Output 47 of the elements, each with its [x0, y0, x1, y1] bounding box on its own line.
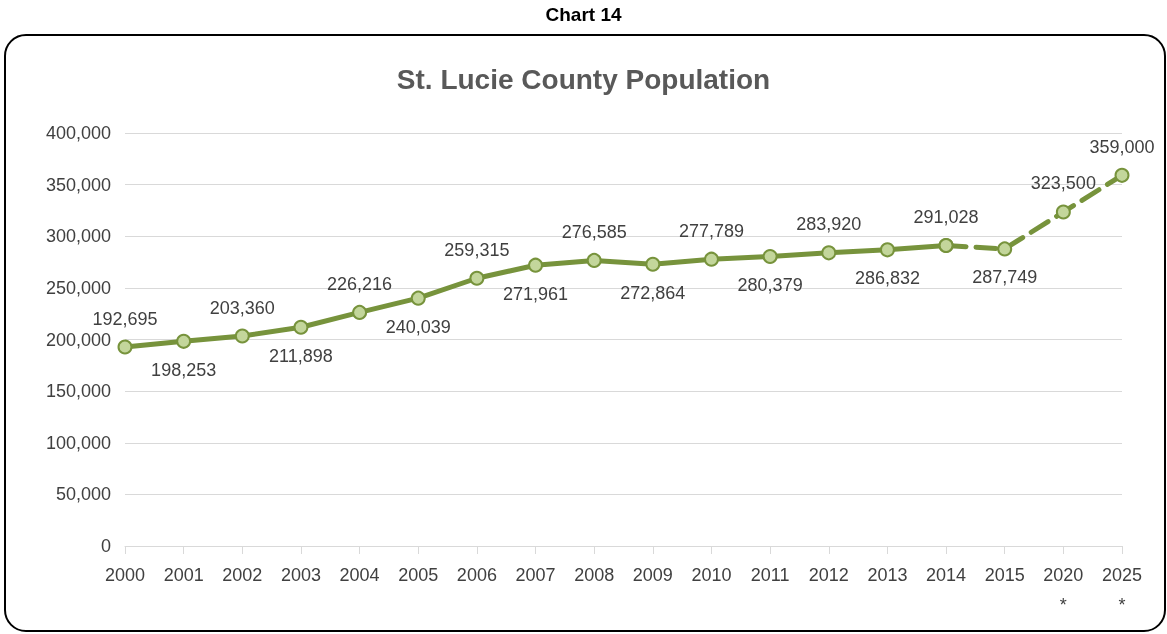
x-tick-label: 2025 *	[1101, 565, 1143, 615]
chart-title: St. Lucie County Population	[396, 63, 771, 95]
data-label: 198,253	[151, 359, 217, 380]
data-label: 259,315	[444, 239, 510, 260]
data-label: 287,749	[972, 267, 1038, 288]
x-tick-label: 2003	[280, 565, 321, 585]
data-label: 271,961	[502, 283, 569, 304]
data-label: 240,039	[385, 316, 451, 337]
data-label: 203,360	[209, 297, 275, 318]
y-tick-label: 0	[100, 536, 111, 556]
x-tick-label: 2008	[574, 565, 615, 585]
x-tick-label: 2007	[515, 565, 556, 585]
x-tick-label: 2012	[808, 565, 849, 585]
y-tick-label: 350,000	[45, 174, 111, 195]
data-label: 211,898	[269, 345, 333, 366]
data-label: 277,789	[678, 220, 745, 241]
data-label: 272,864	[620, 282, 686, 303]
y-tick-label: 300,000	[45, 226, 111, 247]
x-tick-label: 2009	[632, 565, 673, 585]
data-label: 280,379	[737, 275, 803, 296]
data-label: 286,832	[854, 268, 920, 289]
data-label: 359,000	[1089, 136, 1155, 157]
y-tick-label: 250,000	[45, 277, 111, 298]
data-label: 291,028	[913, 207, 979, 228]
data-label: 323,500	[1030, 173, 1096, 194]
y-tick-label: 150,000	[45, 381, 111, 402]
x-tick-label: 2010	[691, 565, 732, 585]
x-tick-label: 2005	[398, 565, 439, 585]
y-tick-label: 100,000	[45, 432, 111, 453]
x-tick-label: 2013	[867, 565, 908, 585]
x-tick-label: 2011	[750, 565, 790, 585]
x-tick-label: 2001	[163, 565, 204, 585]
x-tick-label: 2004	[339, 565, 380, 585]
data-label: 276,585	[561, 221, 627, 242]
y-tick-label: 200,000	[45, 329, 111, 350]
data-label: 283,920	[796, 214, 862, 235]
x-tick-label: 2000	[104, 565, 146, 585]
x-tick-label: 2002	[222, 565, 263, 585]
data-label: 192,695	[92, 308, 158, 329]
x-tick-label: 2020 *	[1043, 565, 1084, 615]
y-tick-label: 50,000	[55, 484, 111, 505]
data-label: 226,216	[327, 273, 393, 294]
x-tick-label: 2015	[984, 565, 1025, 585]
caption: Chart 14	[544, 4, 623, 26]
y-tick-label: 400,000	[45, 123, 111, 143]
x-tick-label: 2014	[926, 565, 967, 585]
x-tick-label: 2006	[456, 565, 497, 585]
